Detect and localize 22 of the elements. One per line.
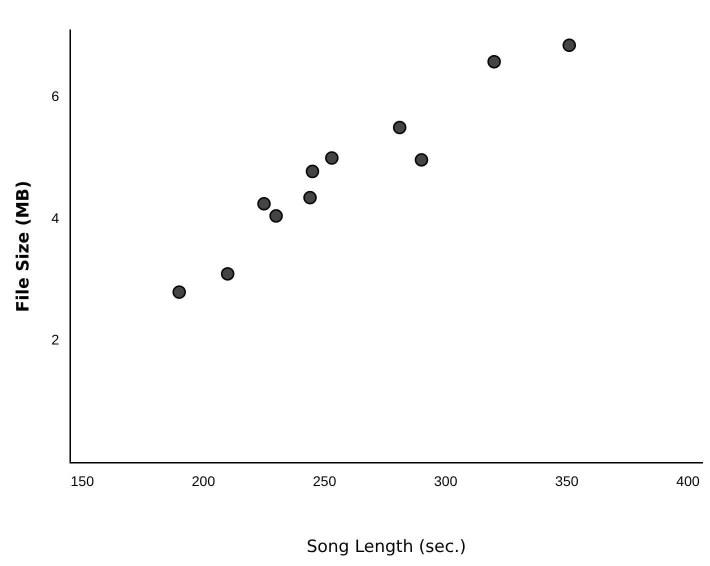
point [562, 38, 576, 52]
point [392, 120, 406, 134]
x-tick-label: 350 [555, 473, 579, 490]
y-tick-label: 4 [51, 210, 60, 226]
x-axis-title: Song Length (sec.) [306, 537, 466, 558]
x-tick-label: 400 [676, 473, 700, 490]
point [325, 151, 339, 165]
x-tick-label: 150 [70, 473, 94, 490]
point [306, 164, 320, 178]
x-tick-label: 200 [192, 473, 216, 490]
x-tick-label: 300 [434, 473, 458, 490]
y-tick-label: 2 [51, 332, 60, 348]
point [172, 285, 186, 299]
point [269, 209, 283, 223]
point [257, 196, 271, 210]
point [220, 267, 234, 281]
point [303, 190, 317, 204]
point [414, 153, 428, 167]
y-axis-title: File Size (MB) [14, 180, 34, 312]
point [487, 54, 501, 68]
y-tick-label: 6 [51, 88, 60, 104]
x-tick-label: 250 [312, 473, 336, 490]
